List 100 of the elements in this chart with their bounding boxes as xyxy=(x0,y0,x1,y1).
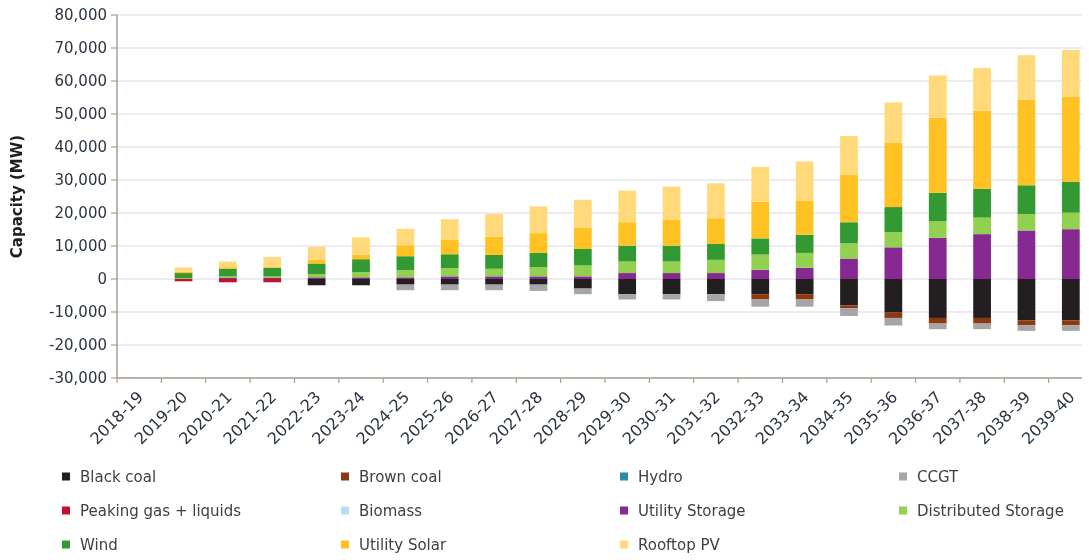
bar xyxy=(1061,320,1080,326)
bar xyxy=(973,68,991,111)
bar xyxy=(795,161,814,201)
legend-label: Hydro xyxy=(638,468,683,487)
bar xyxy=(751,238,770,255)
bar xyxy=(529,276,548,279)
bar xyxy=(928,323,947,330)
bar xyxy=(1017,99,1036,186)
bar xyxy=(707,279,725,295)
bar xyxy=(884,279,903,313)
bar xyxy=(573,199,592,228)
bar xyxy=(662,219,681,246)
y-tick-label: 50,000 xyxy=(54,105,107,124)
bar xyxy=(662,294,681,300)
bar xyxy=(707,244,725,260)
bar xyxy=(840,305,858,309)
bar xyxy=(1017,279,1036,321)
bar xyxy=(662,245,681,262)
bar xyxy=(973,217,991,235)
bar xyxy=(529,206,548,234)
bar xyxy=(352,279,370,286)
bar xyxy=(973,279,991,318)
bar xyxy=(174,267,193,272)
bar xyxy=(840,222,858,244)
bar xyxy=(573,279,592,289)
bar xyxy=(618,279,637,295)
legend-label: Utility Storage xyxy=(638,502,746,521)
bar xyxy=(884,102,903,144)
bar xyxy=(263,267,282,277)
bar xyxy=(440,284,459,291)
bar xyxy=(973,234,991,279)
bar xyxy=(396,279,415,285)
bar xyxy=(884,207,903,233)
bar xyxy=(707,259,725,274)
bar xyxy=(840,243,858,259)
bar xyxy=(1061,212,1080,230)
bar xyxy=(618,261,637,274)
bar xyxy=(573,265,592,277)
bar xyxy=(618,222,637,246)
y-tick-label: -10,000 xyxy=(49,303,107,322)
bar xyxy=(1017,230,1036,279)
bar xyxy=(751,279,770,295)
bar xyxy=(396,284,415,291)
bar xyxy=(440,276,459,279)
bar xyxy=(529,284,548,291)
bar xyxy=(1017,185,1036,214)
bar xyxy=(751,294,770,300)
bar xyxy=(884,232,903,248)
bar xyxy=(928,221,947,238)
bar xyxy=(1061,96,1080,182)
bar xyxy=(795,200,814,235)
bar xyxy=(618,245,637,262)
bar xyxy=(751,269,770,279)
bar xyxy=(1061,229,1080,279)
bar xyxy=(219,268,237,277)
legend-label: Rooftop PV xyxy=(638,536,721,555)
bar xyxy=(884,247,903,279)
y-tick-label: 0 xyxy=(97,270,107,289)
bar xyxy=(884,312,903,318)
bar xyxy=(618,294,637,300)
bar xyxy=(573,227,592,249)
bar xyxy=(1017,213,1036,231)
bar xyxy=(618,273,637,279)
bar xyxy=(928,192,947,222)
legend-label: Black coal xyxy=(80,468,157,487)
bar xyxy=(928,117,947,193)
legend-label: Wind xyxy=(80,536,118,555)
bar xyxy=(795,279,814,295)
bar xyxy=(485,279,503,285)
bar xyxy=(662,186,681,220)
bar xyxy=(707,218,725,245)
bar xyxy=(1017,55,1036,100)
bar xyxy=(573,276,592,279)
bar xyxy=(840,279,858,306)
bar xyxy=(662,261,681,274)
legend-label: CCGT xyxy=(917,468,960,487)
bar xyxy=(307,246,326,260)
y-tick-label: 20,000 xyxy=(54,204,107,223)
y-tick-label: 40,000 xyxy=(54,138,107,157)
y-tick-label: 60,000 xyxy=(54,72,107,91)
bar xyxy=(618,190,637,223)
bar xyxy=(1061,325,1080,331)
y-tick-label: -30,000 xyxy=(49,369,107,388)
bar xyxy=(928,317,947,324)
bar xyxy=(928,75,947,118)
bar xyxy=(396,270,415,278)
bar xyxy=(396,256,415,271)
bar xyxy=(485,236,503,255)
bar xyxy=(485,276,503,279)
bar xyxy=(795,299,814,307)
bar xyxy=(352,254,370,260)
bar xyxy=(529,233,548,253)
bar xyxy=(263,279,282,283)
bar xyxy=(440,240,459,255)
bar xyxy=(1061,279,1080,321)
bar xyxy=(973,188,991,218)
bar xyxy=(973,110,991,189)
bar xyxy=(573,288,592,295)
bar xyxy=(529,267,548,277)
bar xyxy=(352,272,370,278)
